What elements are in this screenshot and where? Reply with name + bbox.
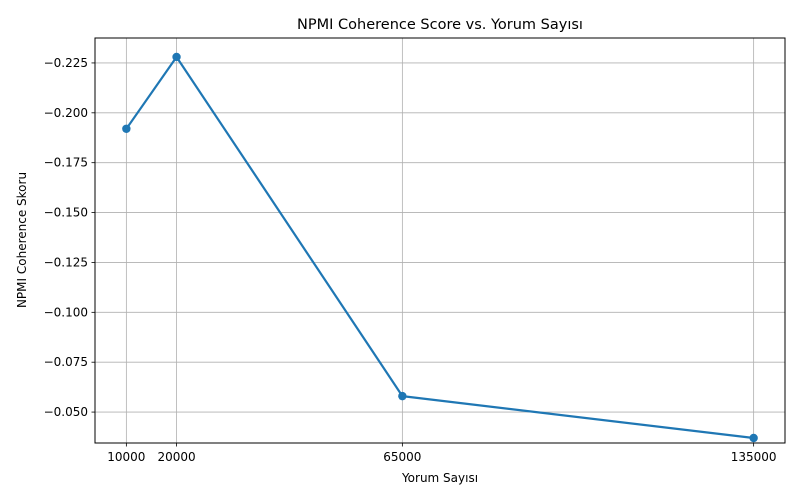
y-tick-label: −0.050 <box>44 405 88 419</box>
y-axis: −0.225 −0.200 −0.175 −0.150 −0.125 −0.100 −0.0… <box>44 56 95 419</box>
y-tick-label: −0.100 <box>44 305 88 319</box>
plot-area-frame <box>94 37 786 444</box>
y-tick-label: −0.175 <box>44 156 88 170</box>
x-tick-label: 10000 <box>107 450 145 464</box>
y-tick-label: −0.150 <box>44 206 88 220</box>
series-layer <box>122 52 758 443</box>
x-tick-label: 135000 <box>731 450 777 464</box>
data-point <box>172 52 181 62</box>
data-point <box>749 433 758 443</box>
x-tick-label: 65000 <box>383 450 421 464</box>
x-axis-title: Yorum Sayısı <box>401 471 478 485</box>
x-axis: 10000 20000 65000 135000 <box>107 443 777 464</box>
series-line <box>125 55 754 440</box>
y-tick-label: −0.200 <box>44 106 88 120</box>
grid-lines <box>95 38 785 443</box>
x-tick-label: 20000 <box>157 450 195 464</box>
y-axis-title: NPMI Coherence Skoru <box>15 172 29 308</box>
y-tick-label: −0.125 <box>44 255 88 269</box>
y-tick-label: −0.225 <box>44 56 88 70</box>
data-point <box>122 124 131 133</box>
y-tick-label: −0.075 <box>44 355 88 369</box>
chart-title: NPMI Coherence Score vs. Yorum Sayısı <box>297 17 583 33</box>
data-point <box>398 391 407 401</box>
